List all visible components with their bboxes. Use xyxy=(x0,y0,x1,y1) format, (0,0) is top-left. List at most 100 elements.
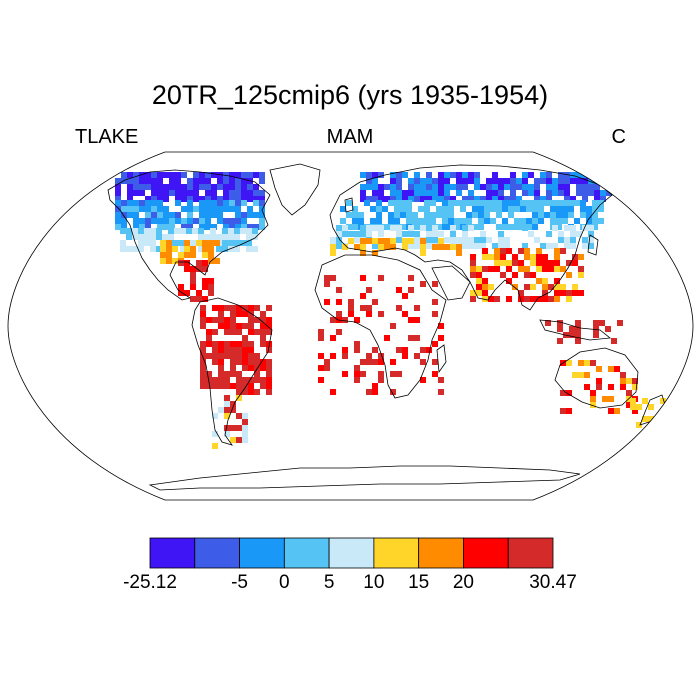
temperature-cell xyxy=(166,246,172,252)
temperature-cell xyxy=(566,408,572,414)
temperature-cell xyxy=(560,284,566,290)
temperature-cell xyxy=(468,225,474,231)
temperature-cell xyxy=(230,317,236,323)
temperature-cell xyxy=(528,172,534,178)
temperature-cell xyxy=(342,225,348,231)
temperature-cell xyxy=(528,190,534,196)
temperature-cell xyxy=(199,196,205,202)
coastlines xyxy=(107,163,667,491)
temperature-cell xyxy=(558,172,564,178)
temperature-cell xyxy=(450,237,456,243)
temperature-cell xyxy=(248,389,254,395)
temperature-cell xyxy=(486,237,492,243)
temperature-cell xyxy=(390,323,396,329)
temperature-cell xyxy=(524,296,530,302)
temperature-cell xyxy=(546,190,552,196)
temperature-cell xyxy=(214,240,220,246)
temperature-cell xyxy=(228,234,234,240)
temperature-cell xyxy=(174,240,180,246)
temperature-cell xyxy=(358,218,364,224)
temperature-cell xyxy=(127,200,133,206)
temperature-cell xyxy=(574,218,580,224)
temperature-cell xyxy=(163,184,169,190)
temperature-cell xyxy=(181,206,187,212)
temperature-cell xyxy=(660,422,666,428)
temperature-cell xyxy=(199,212,205,218)
temperature-cell xyxy=(506,248,512,254)
temperature-cell xyxy=(151,206,157,212)
temperature-cell xyxy=(318,365,324,371)
temperature-cell xyxy=(157,200,163,206)
temperature-cell xyxy=(352,224,358,230)
temperature-cell xyxy=(241,190,247,196)
temperature-cell xyxy=(488,254,494,260)
temperature-cell xyxy=(588,243,594,249)
temperature-cell xyxy=(259,190,265,196)
temperature-cell xyxy=(514,200,520,206)
temperature-cell xyxy=(120,246,126,252)
temperature-cell xyxy=(574,200,580,206)
temperature-cell xyxy=(593,320,599,326)
temperature-cell xyxy=(126,234,132,240)
temperature-cell xyxy=(648,404,654,410)
temperature-cell xyxy=(526,218,532,224)
temperature-cell xyxy=(514,206,520,212)
temperature-cell xyxy=(224,341,230,347)
temperature-cell xyxy=(366,238,372,244)
temperature-cell xyxy=(145,178,151,184)
temperature-cell xyxy=(466,200,472,206)
temperature-cell xyxy=(636,404,642,410)
temperature-cell xyxy=(360,172,366,178)
temperature-cell xyxy=(390,196,396,202)
temperature-cell xyxy=(402,293,408,299)
temperature-cell xyxy=(582,237,588,243)
temperature-cell xyxy=(364,200,370,206)
temperature-cell xyxy=(248,317,254,323)
temperature-cell xyxy=(218,317,224,323)
colorbar-tick-label: 0 xyxy=(279,572,290,593)
temperature-cell xyxy=(570,243,576,249)
temperature-cell xyxy=(512,284,518,290)
temperature-cell xyxy=(552,225,558,231)
temperature-cell xyxy=(566,296,572,302)
temperature-cell xyxy=(241,200,247,206)
temperature-cell xyxy=(462,172,468,178)
temperature-cell xyxy=(254,389,260,395)
temperature-cell xyxy=(184,252,190,258)
temperature-cell xyxy=(236,341,242,347)
temperature-cell xyxy=(169,172,175,178)
temperature-cell xyxy=(229,190,235,196)
temperature-cell xyxy=(590,396,596,402)
temperature-cell xyxy=(236,395,242,401)
temperature-cell xyxy=(494,266,500,272)
temperature-cell xyxy=(384,244,390,250)
temperature-cell xyxy=(212,359,218,365)
temperature-cell xyxy=(212,353,218,359)
temperature-cell xyxy=(163,172,169,178)
temperature-cell xyxy=(193,196,199,202)
temperature-cell xyxy=(602,396,608,402)
temperature-cell xyxy=(611,338,617,344)
temperature-cell xyxy=(626,390,632,396)
temperature-cell xyxy=(218,377,224,383)
temperature-cell xyxy=(121,212,127,218)
temperature-cell xyxy=(384,196,390,202)
temperature-cell xyxy=(482,278,488,284)
temperature-cell xyxy=(187,218,193,224)
temperature-cell xyxy=(199,172,205,178)
temperature-cell xyxy=(342,231,348,237)
temperature-cell xyxy=(246,234,252,240)
temperature-cell xyxy=(127,212,133,218)
temperature-cell xyxy=(224,377,230,383)
temperature-cell xyxy=(181,196,187,202)
temperature-cell xyxy=(378,184,384,190)
temperature-cell xyxy=(133,172,139,178)
temperature-cell xyxy=(248,329,254,335)
temperature-cell xyxy=(526,200,532,206)
temperature-cell xyxy=(151,178,157,184)
temperature-cell xyxy=(121,224,127,230)
temperature-cell xyxy=(494,248,500,254)
temperature-cell xyxy=(366,184,372,190)
temperature-cell xyxy=(208,240,214,246)
temperature-cell xyxy=(564,190,570,196)
